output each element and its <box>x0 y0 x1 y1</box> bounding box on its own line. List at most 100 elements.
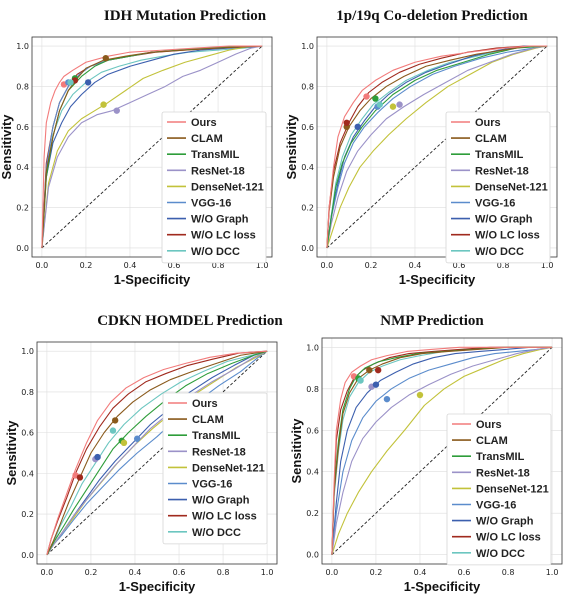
legend-label: DenseNet-121 <box>192 462 265 474</box>
operating-point-clam <box>102 54 109 62</box>
x-tick-label: 0.6 <box>453 261 466 270</box>
roc-curve-w-o-graph <box>41 45 263 248</box>
legend-label: W/O LC loss <box>475 230 540 242</box>
legend-label: ResNet-18 <box>475 165 529 177</box>
y-tick-label: 1.0 <box>16 42 29 51</box>
roc-curve-w-o-dcc <box>46 350 268 556</box>
x-axis-label: 1-Specificity <box>404 579 481 594</box>
legend-label: CLAM <box>475 133 507 145</box>
x-tick-label: 1.0 <box>541 261 554 270</box>
legend-box <box>445 111 551 264</box>
operating-point-w-o-graph <box>372 381 380 388</box>
roc-curve-vgg-16 <box>46 350 268 556</box>
operating-point-resnet-18 <box>396 101 403 108</box>
y-tick-label: 0.4 <box>306 468 319 477</box>
y-tick-label: 1.0 <box>306 343 319 352</box>
legend-label: VGG-16 <box>475 198 515 210</box>
roc-curve-resnet-18 <box>41 45 263 248</box>
operating-point-densenet-121 <box>416 391 424 399</box>
y-tick-label: 0.6 <box>21 429 34 438</box>
operating-point-w-o-lc-loss <box>343 119 350 126</box>
legend-label: TransMIL <box>192 430 241 442</box>
legend-box <box>162 392 268 545</box>
roc-curve-ours <box>331 346 553 555</box>
x-tick-label: 0.4 <box>409 261 422 270</box>
operating-point-vgg-16 <box>383 395 391 403</box>
x-tick-label: 0.8 <box>502 568 515 577</box>
y-tick-label: 0.8 <box>21 388 34 397</box>
roc-curve-w-o-graph <box>331 346 553 555</box>
y-axis-label: Sensitivity <box>284 114 299 180</box>
legend-label: Ours <box>192 398 218 410</box>
operating-point-w-o-dcc <box>376 101 383 108</box>
x-tick-label: 0.0 <box>36 261 49 270</box>
operating-point-w-o-graph <box>354 123 361 131</box>
y-tick-label: 0.0 <box>301 244 314 253</box>
operating-point-w-o-dcc <box>357 377 364 384</box>
y-tick-label: 0.4 <box>21 469 34 478</box>
roc-curve-w-o-lc-loss <box>326 45 548 248</box>
operating-point-transmil <box>372 95 379 102</box>
x-tick-label: 1.0 <box>256 261 269 270</box>
legend-label: W/O DCC <box>476 548 525 560</box>
roc-curve-transmil <box>46 350 268 556</box>
legend-label: TransMIL <box>476 451 525 463</box>
chart-title: 1p/19q Co-deletion Prediction <box>336 8 528 24</box>
chart-panel-2: 0.0 0.0 0.2 0.2 0.4 0.4 0.6 0.6 0.8 0.8 1.0 1.0 1p/1… <box>284 8 558 287</box>
x-tick-label: 0.4 <box>124 261 137 270</box>
x-tick-label: 0.2 <box>370 568 383 577</box>
legend: Ours CLAM TransMIL ResNet-18 DenseNet-121 VGG… <box>445 111 551 264</box>
x-axis-label: 1-Specificity <box>119 579 196 594</box>
legend-label: ResNet-18 <box>192 446 246 458</box>
legend-label: W/O LC loss <box>191 230 256 242</box>
legend-label: TransMIL <box>475 149 524 161</box>
operating-point-densenet-121 <box>120 439 128 447</box>
legend-label: CLAM <box>476 435 508 447</box>
y-tick-label: 0.4 <box>16 163 29 172</box>
chart-panel-3: 0.0 0.0 0.2 0.2 0.4 0.4 0.6 0.6 0.8 0.8 1.0 1.0 CDKN… <box>4 313 283 594</box>
chart-panel-1: 0.0 0.0 0.2 0.2 0.4 0.4 0.6 0.6 0.8 0.8 1.0 1.0 IDH … <box>0 8 273 287</box>
y-tick-label: 0.6 <box>306 426 319 435</box>
x-tick-label: 0.6 <box>173 568 186 577</box>
operating-point-clam <box>111 417 119 424</box>
legend-label: DenseNet-121 <box>476 483 549 495</box>
operating-point-densenet-121 <box>389 103 397 110</box>
y-tick-label: 0.2 <box>306 509 319 518</box>
chart-title: IDH Mutation Prediction <box>104 8 267 24</box>
y-tick-label: 0.6 <box>16 123 29 132</box>
plot-frame <box>316 36 558 258</box>
legend-label: ResNet-18 <box>476 467 530 479</box>
x-axis-label: 1-Specificity <box>399 272 476 287</box>
x-tick-label: 0.8 <box>217 568 230 577</box>
y-tick-label: 0.2 <box>21 510 34 519</box>
y-tick-label: 0.0 <box>21 551 34 560</box>
chart-title: CDKN HOMDEL Prediction <box>97 313 283 329</box>
x-tick-label: 0.4 <box>129 568 142 577</box>
operating-point-w-o-lc-loss <box>76 474 84 481</box>
operating-point-w-o-dcc <box>109 427 117 434</box>
roc-curve-densenet-121 <box>331 346 553 555</box>
roc-curve-transmil <box>326 45 548 248</box>
legend-label: W/O DCC <box>475 246 524 258</box>
legend-label: CLAM <box>192 414 224 426</box>
roc-curve-w-o-lc-loss <box>46 350 268 555</box>
legend-label: W/O Graph <box>475 214 533 226</box>
x-tick-label: 0.2 <box>80 261 93 270</box>
x-tick-label: 0.8 <box>212 261 225 270</box>
y-tick-label: 0.0 <box>306 551 319 560</box>
y-tick-label: 0.8 <box>306 385 319 394</box>
legend-label: W/O DCC <box>192 527 241 539</box>
y-tick-label: 0.8 <box>16 82 29 91</box>
legend-label: Ours <box>476 419 502 431</box>
operating-point-w-o-graph <box>94 453 101 461</box>
legend-label: DenseNet-121 <box>191 181 264 193</box>
legend-label: Ours <box>475 117 501 129</box>
legend-box <box>161 111 267 264</box>
roc-curve-clam <box>41 45 263 248</box>
legend-label: W/O Graph <box>476 516 534 528</box>
chance-diagonal <box>331 347 553 555</box>
x-tick-label: 0.0 <box>326 568 339 577</box>
operating-point-resnet-18 <box>113 107 120 114</box>
x-tick-label: 0.2 <box>85 568 98 577</box>
